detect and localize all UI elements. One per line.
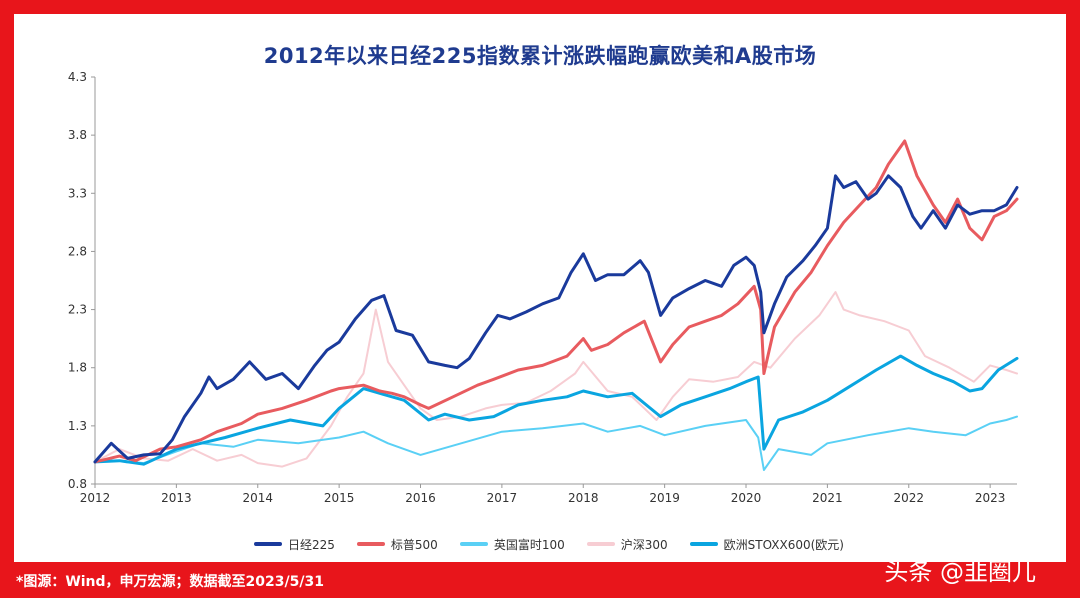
chart-panel: 2012年以来日经225指数累计涨跌幅跑赢欧美和A股市场 0.8 1.3 1.8 2.… xyxy=(14,14,1066,562)
legend-label: 英国富时100 xyxy=(493,537,565,552)
legend-item-3: 沪深300 xyxy=(586,536,668,553)
y-tick-label: 3.8 xyxy=(68,128,87,142)
series-line-4 xyxy=(93,354,1019,466)
series-line-1 xyxy=(93,139,1019,464)
x-tick-label: 2017 xyxy=(487,491,518,505)
series-line-3 xyxy=(94,291,1018,468)
series-line-2 xyxy=(94,415,1018,471)
legend-label: 欧洲STOXX600(欧元) xyxy=(723,537,844,552)
series-line-0 xyxy=(93,174,1019,464)
x-tick-label: 2014 xyxy=(242,491,273,505)
x-tick-label: 2021 xyxy=(812,491,843,505)
x-tick-label: 2016 xyxy=(405,491,436,505)
legend-swatch xyxy=(459,542,488,546)
legend-swatch xyxy=(254,542,282,546)
source-note: *图源：Wind，申万宏源；数据截至2023/5/31 xyxy=(16,574,324,590)
legend-swatch xyxy=(689,542,718,546)
legend-swatch xyxy=(586,542,615,546)
x-tick-label: 2022 xyxy=(893,491,924,505)
y-tick-label: 2.8 xyxy=(68,244,87,258)
chart-legend: 日经225 标普500 英国富时100 沪深300 欧洲STOXX600(欧元) xyxy=(254,534,844,554)
x-tick-label: 2019 xyxy=(649,491,680,505)
legend-item-1: 标普500 xyxy=(356,536,438,553)
legend-label: 沪深300 xyxy=(620,537,668,552)
legend-label: 标普500 xyxy=(390,537,438,552)
y-tick-label: 1.3 xyxy=(68,419,87,433)
legend-swatch xyxy=(356,542,385,546)
y-tick-label: 0.8 xyxy=(68,477,87,491)
brand-watermark: 头条 @韭圈儿 xyxy=(884,558,1036,586)
legend-item-4: 欧洲STOXX600(欧元) xyxy=(689,536,844,553)
x-tick-label: 2013 xyxy=(161,491,192,505)
x-tick-label: 2020 xyxy=(731,491,762,505)
x-tick-label: 2015 xyxy=(324,491,355,505)
line-chart: 0.8 1.3 1.8 2.3 2.8 3.3 3.8 4.3 2012 2013 2014 2015… xyxy=(68,70,1019,505)
y-tick-label: 3.3 xyxy=(68,186,87,200)
legend-item-0: 日经225 xyxy=(254,536,335,553)
y-tick-label: 2.3 xyxy=(68,303,87,317)
x-tick-label: 2018 xyxy=(568,491,599,505)
x-tick-label: 2023 xyxy=(975,491,1006,505)
chart-title: 2012年以来日经225指数累计涨跌幅跑赢欧美和A股市场 xyxy=(263,44,817,68)
legend-label: 日经225 xyxy=(288,537,335,552)
legend-item-2: 英国富时100 xyxy=(459,536,565,553)
y-tick-label: 4.3 xyxy=(68,70,87,84)
x-tick-label: 2012 xyxy=(80,491,111,505)
y-tick-label: 1.8 xyxy=(68,361,87,375)
